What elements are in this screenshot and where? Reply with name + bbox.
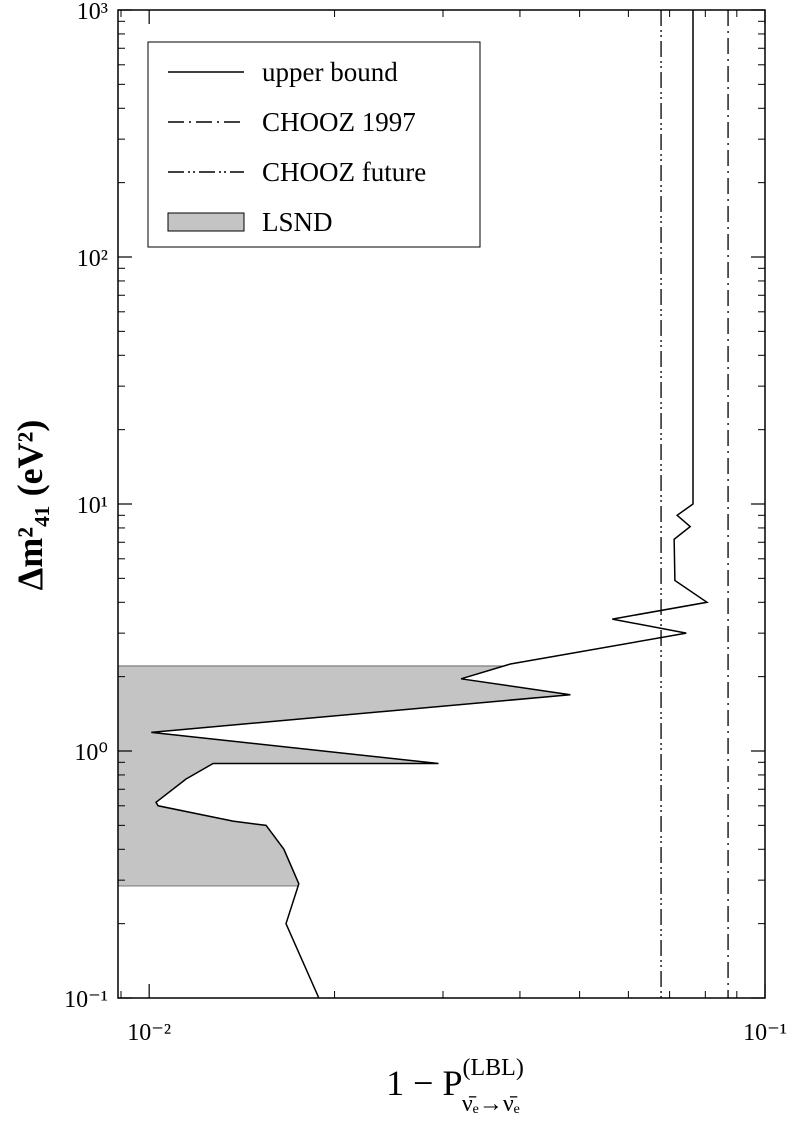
line-series <box>151 10 709 998</box>
legend-swatch <box>167 212 245 232</box>
legend-label: CHOOZ 1997 <box>262 107 416 137</box>
legend: upper bound CHOOZ 1997 CHOOZ future LSND <box>147 41 481 248</box>
x-tick-label: 10⁻² <box>127 1020 171 1046</box>
y-tick-label: 10² <box>77 246 108 272</box>
x-axis-title-main: 1 − P <box>386 1063 462 1103</box>
legend-label: upper bound <box>262 57 398 87</box>
x-axis-title: 1 − P(LBL) ν̄ₑ→ν̄ₑ <box>386 1055 524 1117</box>
y-axis-title: Δm²₄₁ (eV²) <box>10 420 50 591</box>
band-area <box>118 665 571 887</box>
y-tick-label: 10⁻¹ <box>64 987 108 1013</box>
y-tick-label: 10⁰ <box>74 740 108 766</box>
legend-label: CHOOZ future <box>262 157 426 187</box>
plot-area <box>118 10 729 998</box>
legend-label: LSND <box>262 207 333 237</box>
y-tick-label: 10³ <box>77 0 108 25</box>
x-axis-title-sup: (LBL) <box>463 1055 524 1081</box>
y-tick-label: 10¹ <box>77 493 108 519</box>
x-axis-title-sub: ν̄ₑ→ν̄ₑ <box>462 1091 520 1117</box>
x-tick-label: 10⁻¹ <box>743 1020 787 1046</box>
